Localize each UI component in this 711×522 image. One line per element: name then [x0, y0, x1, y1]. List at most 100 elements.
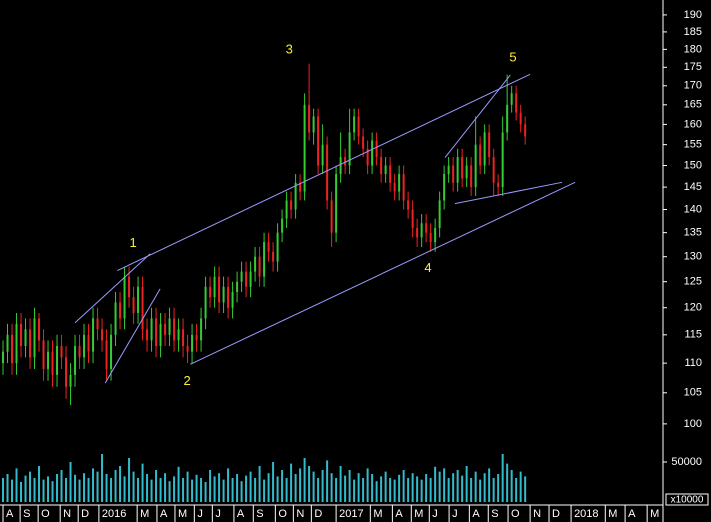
x-tick-label: S	[256, 508, 263, 520]
volume-bar	[312, 471, 315, 502]
bar-body	[335, 174, 338, 233]
volume-bar	[245, 475, 248, 502]
bar-body	[299, 182, 302, 192]
volume-bar	[330, 473, 333, 502]
x-tick-label: A	[472, 508, 480, 520]
x-tick-label: J	[452, 508, 458, 520]
x-tick-label: M	[608, 508, 617, 520]
volume-bar	[132, 471, 135, 502]
bar-body	[402, 174, 405, 201]
volume-unit-box	[665, 493, 709, 506]
x-tick-label: D	[314, 508, 322, 520]
bar-body	[456, 157, 459, 183]
volume-bar	[411, 473, 414, 502]
volume-bar	[501, 454, 504, 502]
bar-body	[443, 174, 446, 201]
volume-bar	[114, 470, 117, 502]
volume-bar	[335, 478, 338, 502]
wave-label: 5	[509, 49, 516, 64]
volume-bar	[398, 474, 401, 502]
bar-body	[479, 144, 482, 166]
bar-body	[209, 286, 212, 298]
volume-bar	[465, 466, 468, 502]
y-tick-label: 125	[684, 276, 702, 288]
volume-bar	[380, 476, 383, 502]
x-tick-label: O	[41, 508, 50, 520]
bar-body	[110, 334, 113, 369]
bar-body	[461, 157, 464, 179]
bar-body	[24, 329, 27, 346]
bar-body	[434, 227, 437, 243]
volume-bar	[119, 466, 122, 502]
bar-body	[177, 329, 180, 341]
bar-body	[6, 334, 9, 352]
volume-bar	[434, 466, 437, 502]
bar-body	[204, 286, 207, 319]
bar-body	[425, 223, 428, 233]
y-tick-label: 135	[684, 227, 702, 239]
bar-body	[141, 286, 144, 330]
bar-body	[101, 329, 104, 341]
bar-body	[303, 104, 306, 192]
volume-bar	[515, 478, 518, 502]
volume-bar	[290, 463, 293, 502]
volume-bar	[474, 471, 477, 502]
bar-body	[263, 242, 266, 277]
volume-bar	[177, 466, 180, 502]
x-tick-label: A	[6, 508, 14, 520]
volume-bar	[348, 470, 351, 502]
bar-body	[380, 157, 383, 175]
x-tick-label: M	[140, 508, 149, 520]
volume-bar	[384, 471, 387, 502]
trendline	[104, 288, 161, 384]
bar-body	[258, 256, 261, 277]
bar-body	[519, 112, 522, 125]
bar-body	[83, 334, 86, 358]
volume-bar	[227, 468, 230, 502]
bar-body	[92, 318, 95, 352]
volume-bar	[200, 478, 203, 502]
trendline	[454, 181, 563, 205]
y-tick-label: 190	[684, 9, 702, 21]
wave-label: 3	[286, 42, 293, 57]
y-tick-label: 130	[684, 251, 702, 263]
volume-bar	[249, 471, 252, 502]
x-tick-label: M	[178, 508, 187, 520]
y-tick-label: 100	[684, 418, 702, 430]
y-tick-label: 155	[684, 139, 702, 151]
volume-bar	[344, 475, 347, 502]
x-tick-label: O	[278, 508, 287, 520]
volume-bar	[186, 471, 189, 502]
volume-bar	[42, 479, 45, 502]
bar-body	[312, 116, 315, 133]
trendline	[190, 181, 576, 365]
bar-body	[249, 271, 252, 287]
bar-body	[195, 334, 198, 341]
bar-body	[366, 148, 369, 166]
bar-body	[348, 132, 351, 166]
volume-bar	[60, 470, 63, 502]
volume-bar	[402, 470, 405, 502]
volume-bar	[146, 474, 149, 502]
bar-body	[339, 157, 342, 175]
bar-body	[515, 93, 518, 113]
volume-bar	[24, 475, 27, 502]
volume-bar	[357, 473, 360, 502]
bar-body	[51, 351, 54, 375]
volume-bar	[267, 473, 270, 502]
volume-bar	[74, 474, 77, 502]
y-tick-label: 120	[684, 302, 702, 314]
volume-bar	[389, 478, 392, 502]
bar-body	[375, 140, 378, 158]
bar-body	[38, 318, 41, 341]
bar-body	[285, 200, 288, 219]
bar-body	[218, 276, 221, 303]
y-tick-label: 110	[684, 357, 702, 369]
bar-body	[506, 104, 509, 133]
volume-bar	[33, 478, 36, 502]
bar-body	[420, 223, 423, 238]
bar-body	[119, 302, 122, 319]
volume-bar	[155, 470, 158, 502]
volume-bar	[425, 474, 428, 502]
volume-bar	[371, 474, 374, 502]
